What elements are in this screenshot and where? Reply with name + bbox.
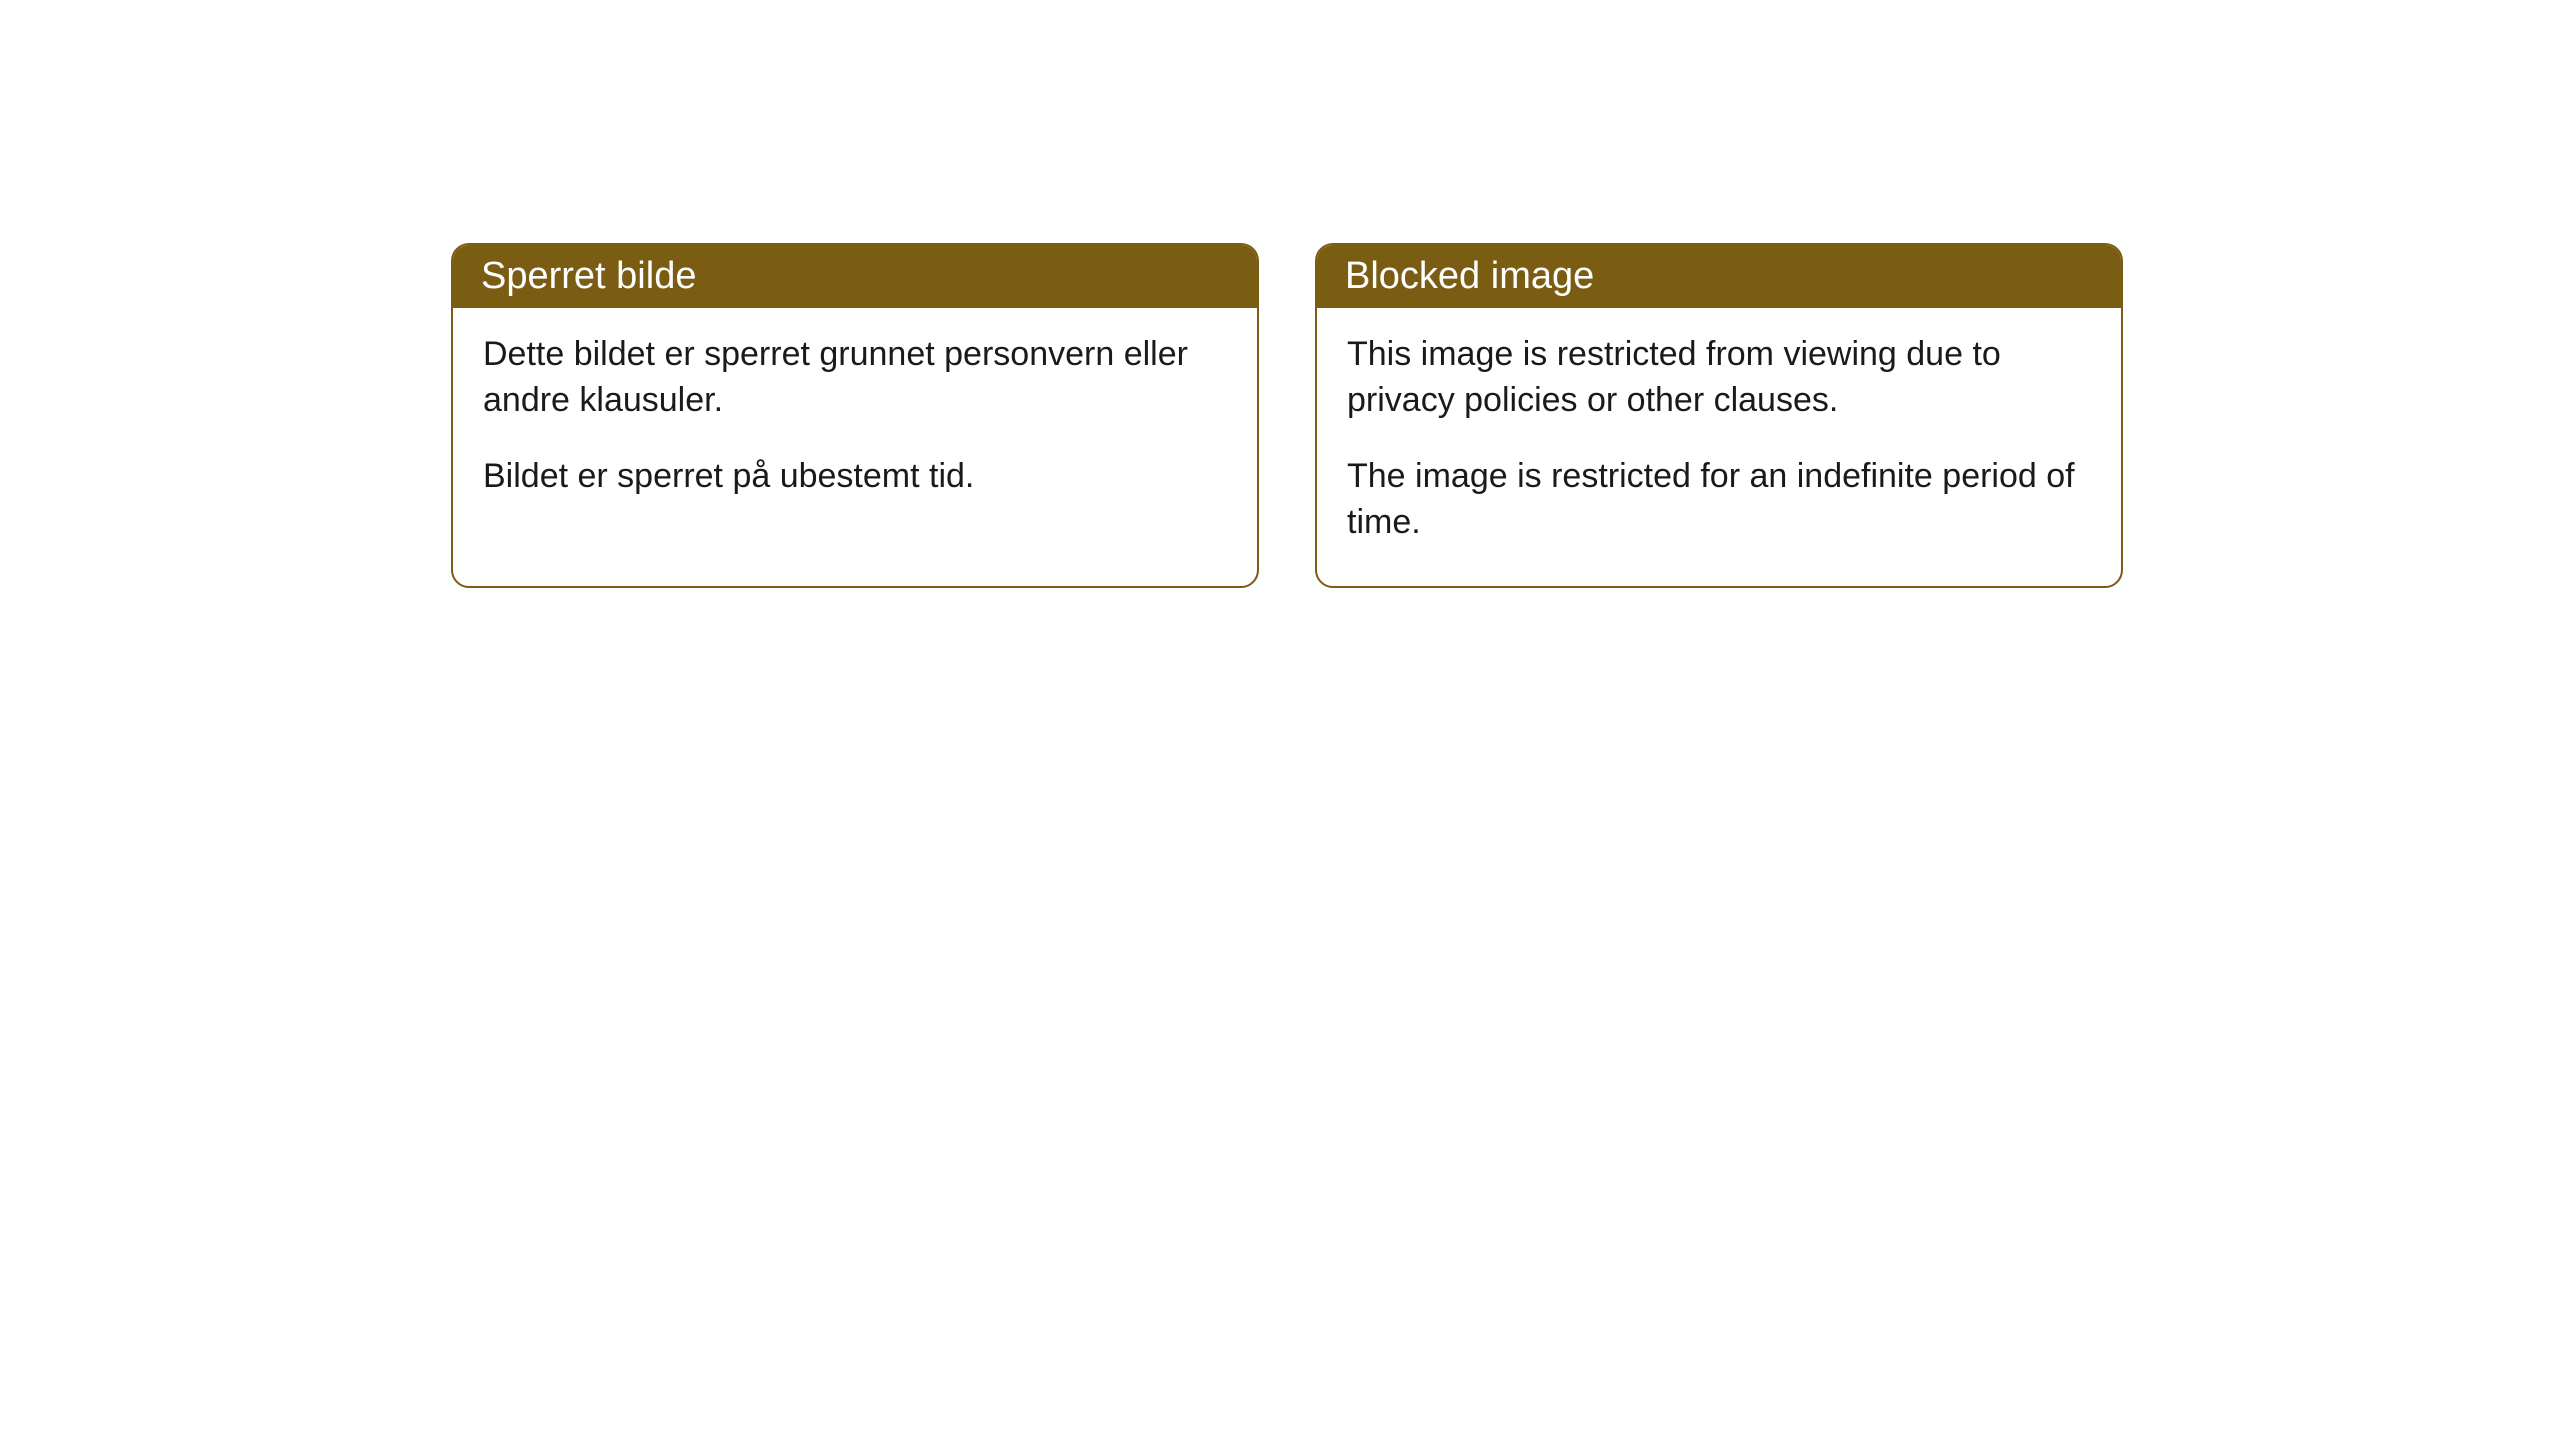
card-body-en: This image is restricted from viewing du… xyxy=(1317,308,2121,586)
card-paragraph: The image is restricted for an indefinit… xyxy=(1347,454,2091,546)
card-body-no: Dette bildet er sperret grunnet personve… xyxy=(453,308,1257,540)
card-paragraph: Dette bildet er sperret grunnet personve… xyxy=(483,332,1227,424)
card-paragraph: Bildet er sperret på ubestemt tid. xyxy=(483,454,1227,500)
card-header-en: Blocked image xyxy=(1317,245,2121,308)
blocked-image-card-en: Blocked image This image is restricted f… xyxy=(1315,243,2123,588)
notice-cards-container: Sperret bilde Dette bildet er sperret gr… xyxy=(0,0,2560,588)
card-paragraph: This image is restricted from viewing du… xyxy=(1347,332,2091,424)
card-header-no: Sperret bilde xyxy=(453,245,1257,308)
blocked-image-card-no: Sperret bilde Dette bildet er sperret gr… xyxy=(451,243,1259,588)
